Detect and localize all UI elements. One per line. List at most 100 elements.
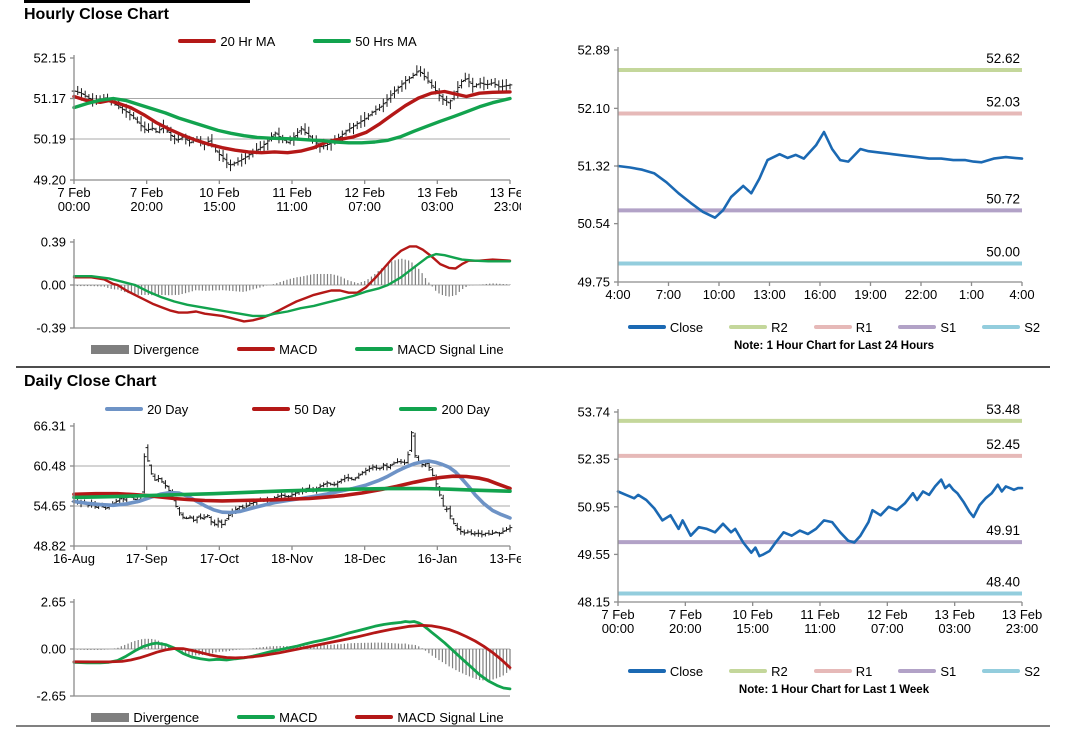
legend-item: S2 <box>982 320 1040 335</box>
legend-item: 50 Hrs MA <box>313 34 417 49</box>
daily-support-resistance-chart: 53.48 52.45 49.91 48.40 53.74 52.35 50.95 49.55… <box>560 402 1050 652</box>
legend-item: 200 Day <box>399 401 490 417</box>
svg-text:51.17: 51.17 <box>33 91 66 106</box>
legend-r2-swatch <box>729 325 768 329</box>
legend-item: S1 <box>898 320 956 335</box>
legend-macd-swatch <box>237 347 276 351</box>
legend-close-swatch <box>627 669 666 673</box>
section-divider <box>16 366 1050 368</box>
svg-text:-0.39: -0.39 <box>36 321 66 336</box>
legend-item: Divergence <box>91 710 199 725</box>
legend-50-day-swatch <box>252 407 291 411</box>
hourly-price-legend: 20 Hr MA 50 Hrs MA <box>16 32 521 50</box>
legend-macd-signal-line-swatch <box>355 347 394 351</box>
legend-item: R2 <box>729 664 788 679</box>
svg-text:-2.65: -2.65 <box>36 689 66 704</box>
legend-s2-swatch <box>982 669 1021 673</box>
legend-item: R2 <box>729 320 788 335</box>
svg-text:4:00: 4:00 <box>1009 287 1034 302</box>
legend-divergence-swatch <box>91 712 130 722</box>
legend-label: MACD Signal Line <box>397 341 504 357</box>
daily-price-chart: 66.31 60.48 54.65 48.82 16-Aug 17-Sep 17-Oct 18… <box>16 418 530 590</box>
svg-text:0.39: 0.39 <box>41 235 66 250</box>
legend-s2-swatch <box>982 325 1021 329</box>
legend-label: Divergence <box>133 709 200 725</box>
legend-item: Divergence <box>91 342 199 357</box>
legend-label: MACD <box>279 709 318 725</box>
legend-r1-swatch <box>813 325 852 329</box>
svg-text:53.74: 53.74 <box>577 405 610 420</box>
legend-s1-swatch <box>898 325 937 329</box>
legend-item: Close <box>627 663 704 679</box>
legend-item: MACD <box>237 710 317 725</box>
svg-text:17-Oct: 17-Oct <box>200 551 239 566</box>
svg-text:1:00: 1:00 <box>959 287 984 302</box>
svg-text:22:00: 22:00 <box>905 287 938 302</box>
legend-label: S1 <box>940 319 957 335</box>
legend-label: 50 Day <box>294 401 336 417</box>
svg-text:0.00: 0.00 <box>41 642 66 657</box>
legend-item: R1 <box>813 663 873 679</box>
legend-item: R1 <box>813 319 873 335</box>
legend-s1-swatch <box>898 669 937 673</box>
legend-label: 200 Day <box>441 401 490 417</box>
hourly-left-column: 20 Hr MA 50 Hrs MA 52.15 51.17 50.19 49.20 7 … <box>16 32 530 358</box>
svg-text:2.65: 2.65 <box>41 596 66 610</box>
daily-macd-chart: 2.65 0.00 -2.65 <box>16 595 521 704</box>
hourly-right-column: 52.62 52.03 50.72 50.00 52.89 52.10 51.32 50.54… <box>560 40 1050 353</box>
legend-r1-swatch <box>813 669 852 673</box>
svg-text:48.40: 48.40 <box>986 575 1020 590</box>
legend-label: Close <box>669 663 704 679</box>
svg-text:52.89: 52.89 <box>577 43 610 58</box>
svg-text:52.15: 52.15 <box>33 51 66 66</box>
legend-close-swatch <box>627 325 666 329</box>
legend-label: S2 <box>1024 319 1041 335</box>
legend-50-hrs-ma-swatch <box>313 39 352 43</box>
hourly-macd-legend: Divergence MACD MACD Signal Line <box>16 340 521 358</box>
svg-text:52.35: 52.35 <box>577 452 610 467</box>
hourly-price-chart: 52.15 51.17 50.19 49.20 7 Feb 00:00 7 Feb 20:00… <box>16 50 530 226</box>
svg-text:49.91: 49.91 <box>986 523 1020 538</box>
legend-macd-signal-line-swatch <box>355 715 394 719</box>
svg-text:49.20: 49.20 <box>33 173 66 188</box>
svg-text:48.15: 48.15 <box>577 595 610 610</box>
legend-label: Close <box>669 319 704 335</box>
legend-label: R1 <box>855 319 873 335</box>
svg-text:52.62: 52.62 <box>986 51 1020 66</box>
svg-text:50.00: 50.00 <box>986 245 1020 260</box>
svg-text:17-Sep: 17-Sep <box>126 551 168 566</box>
legend-item: Close <box>627 319 704 335</box>
svg-text:52.10: 52.10 <box>577 101 610 116</box>
svg-text:16:00: 16:00 <box>804 287 837 302</box>
legend-label: R1 <box>855 663 873 679</box>
legend-item: 50 Day <box>252 402 335 417</box>
legend-label: R2 <box>771 319 788 335</box>
svg-text:7:00: 7:00 <box>656 287 681 302</box>
svg-text:18-Nov: 18-Nov <box>271 551 313 566</box>
svg-text:52.03: 52.03 <box>986 95 1020 110</box>
legend-macd-swatch <box>237 715 276 719</box>
svg-text:0.00: 0.00 <box>41 278 66 293</box>
svg-text:4:00: 4:00 <box>605 287 630 302</box>
legend-label: MACD <box>279 341 318 357</box>
hourly-support-resistance-chart: 52.62 52.03 50.72 50.00 52.89 52.10 51.32 50.54… <box>560 40 1050 312</box>
legend-label: MACD Signal Line <box>397 709 504 725</box>
legend-label: S1 <box>940 663 957 679</box>
svg-text:50.95: 50.95 <box>577 499 610 514</box>
svg-text:51.32: 51.32 <box>577 159 610 174</box>
svg-text:50.54: 50.54 <box>577 216 610 231</box>
hourly-macd-chart: 0.39 0.00 -0.39 <box>16 234 521 336</box>
hourly-sr-note: Note: 1 Hour Chart for Last 24 Hours <box>734 340 934 352</box>
